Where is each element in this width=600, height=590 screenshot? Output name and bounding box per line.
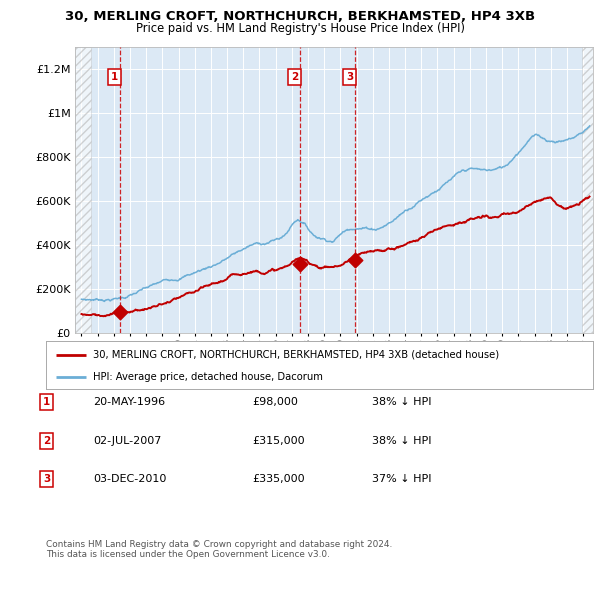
Text: 38% ↓ HPI: 38% ↓ HPI [372, 436, 431, 445]
Text: 30, MERLING CROFT, NORTHCHURCH, BERKHAMSTED, HP4 3XB: 30, MERLING CROFT, NORTHCHURCH, BERKHAMS… [65, 10, 535, 23]
Text: 20-MAY-1996: 20-MAY-1996 [93, 398, 165, 407]
Point [115, 307, 125, 316]
Point [295, 259, 305, 268]
Text: 38% ↓ HPI: 38% ↓ HPI [372, 398, 431, 407]
Text: £98,000: £98,000 [252, 398, 298, 407]
Text: 2: 2 [43, 436, 50, 445]
Text: £315,000: £315,000 [252, 436, 305, 445]
Text: 03-DEC-2010: 03-DEC-2010 [93, 474, 166, 484]
Text: HPI: Average price, detached house, Dacorum: HPI: Average price, detached house, Daco… [93, 372, 323, 382]
Point [350, 255, 360, 264]
Text: 2: 2 [290, 72, 298, 82]
Text: 30, MERLING CROFT, NORTHCHURCH, BERKHAMSTED, HP4 3XB (detached house): 30, MERLING CROFT, NORTHCHURCH, BERKHAMS… [93, 349, 499, 359]
Text: 1: 1 [110, 72, 118, 82]
Text: £335,000: £335,000 [252, 474, 305, 484]
Text: 3: 3 [346, 72, 353, 82]
Text: 02-JUL-2007: 02-JUL-2007 [93, 436, 161, 445]
Text: Price paid vs. HM Land Registry's House Price Index (HPI): Price paid vs. HM Land Registry's House … [136, 22, 464, 35]
Text: 1: 1 [43, 398, 50, 407]
Text: 3: 3 [43, 474, 50, 484]
Text: Contains HM Land Registry data © Crown copyright and database right 2024.
This d: Contains HM Land Registry data © Crown c… [46, 540, 392, 559]
Text: 37% ↓ HPI: 37% ↓ HPI [372, 474, 431, 484]
